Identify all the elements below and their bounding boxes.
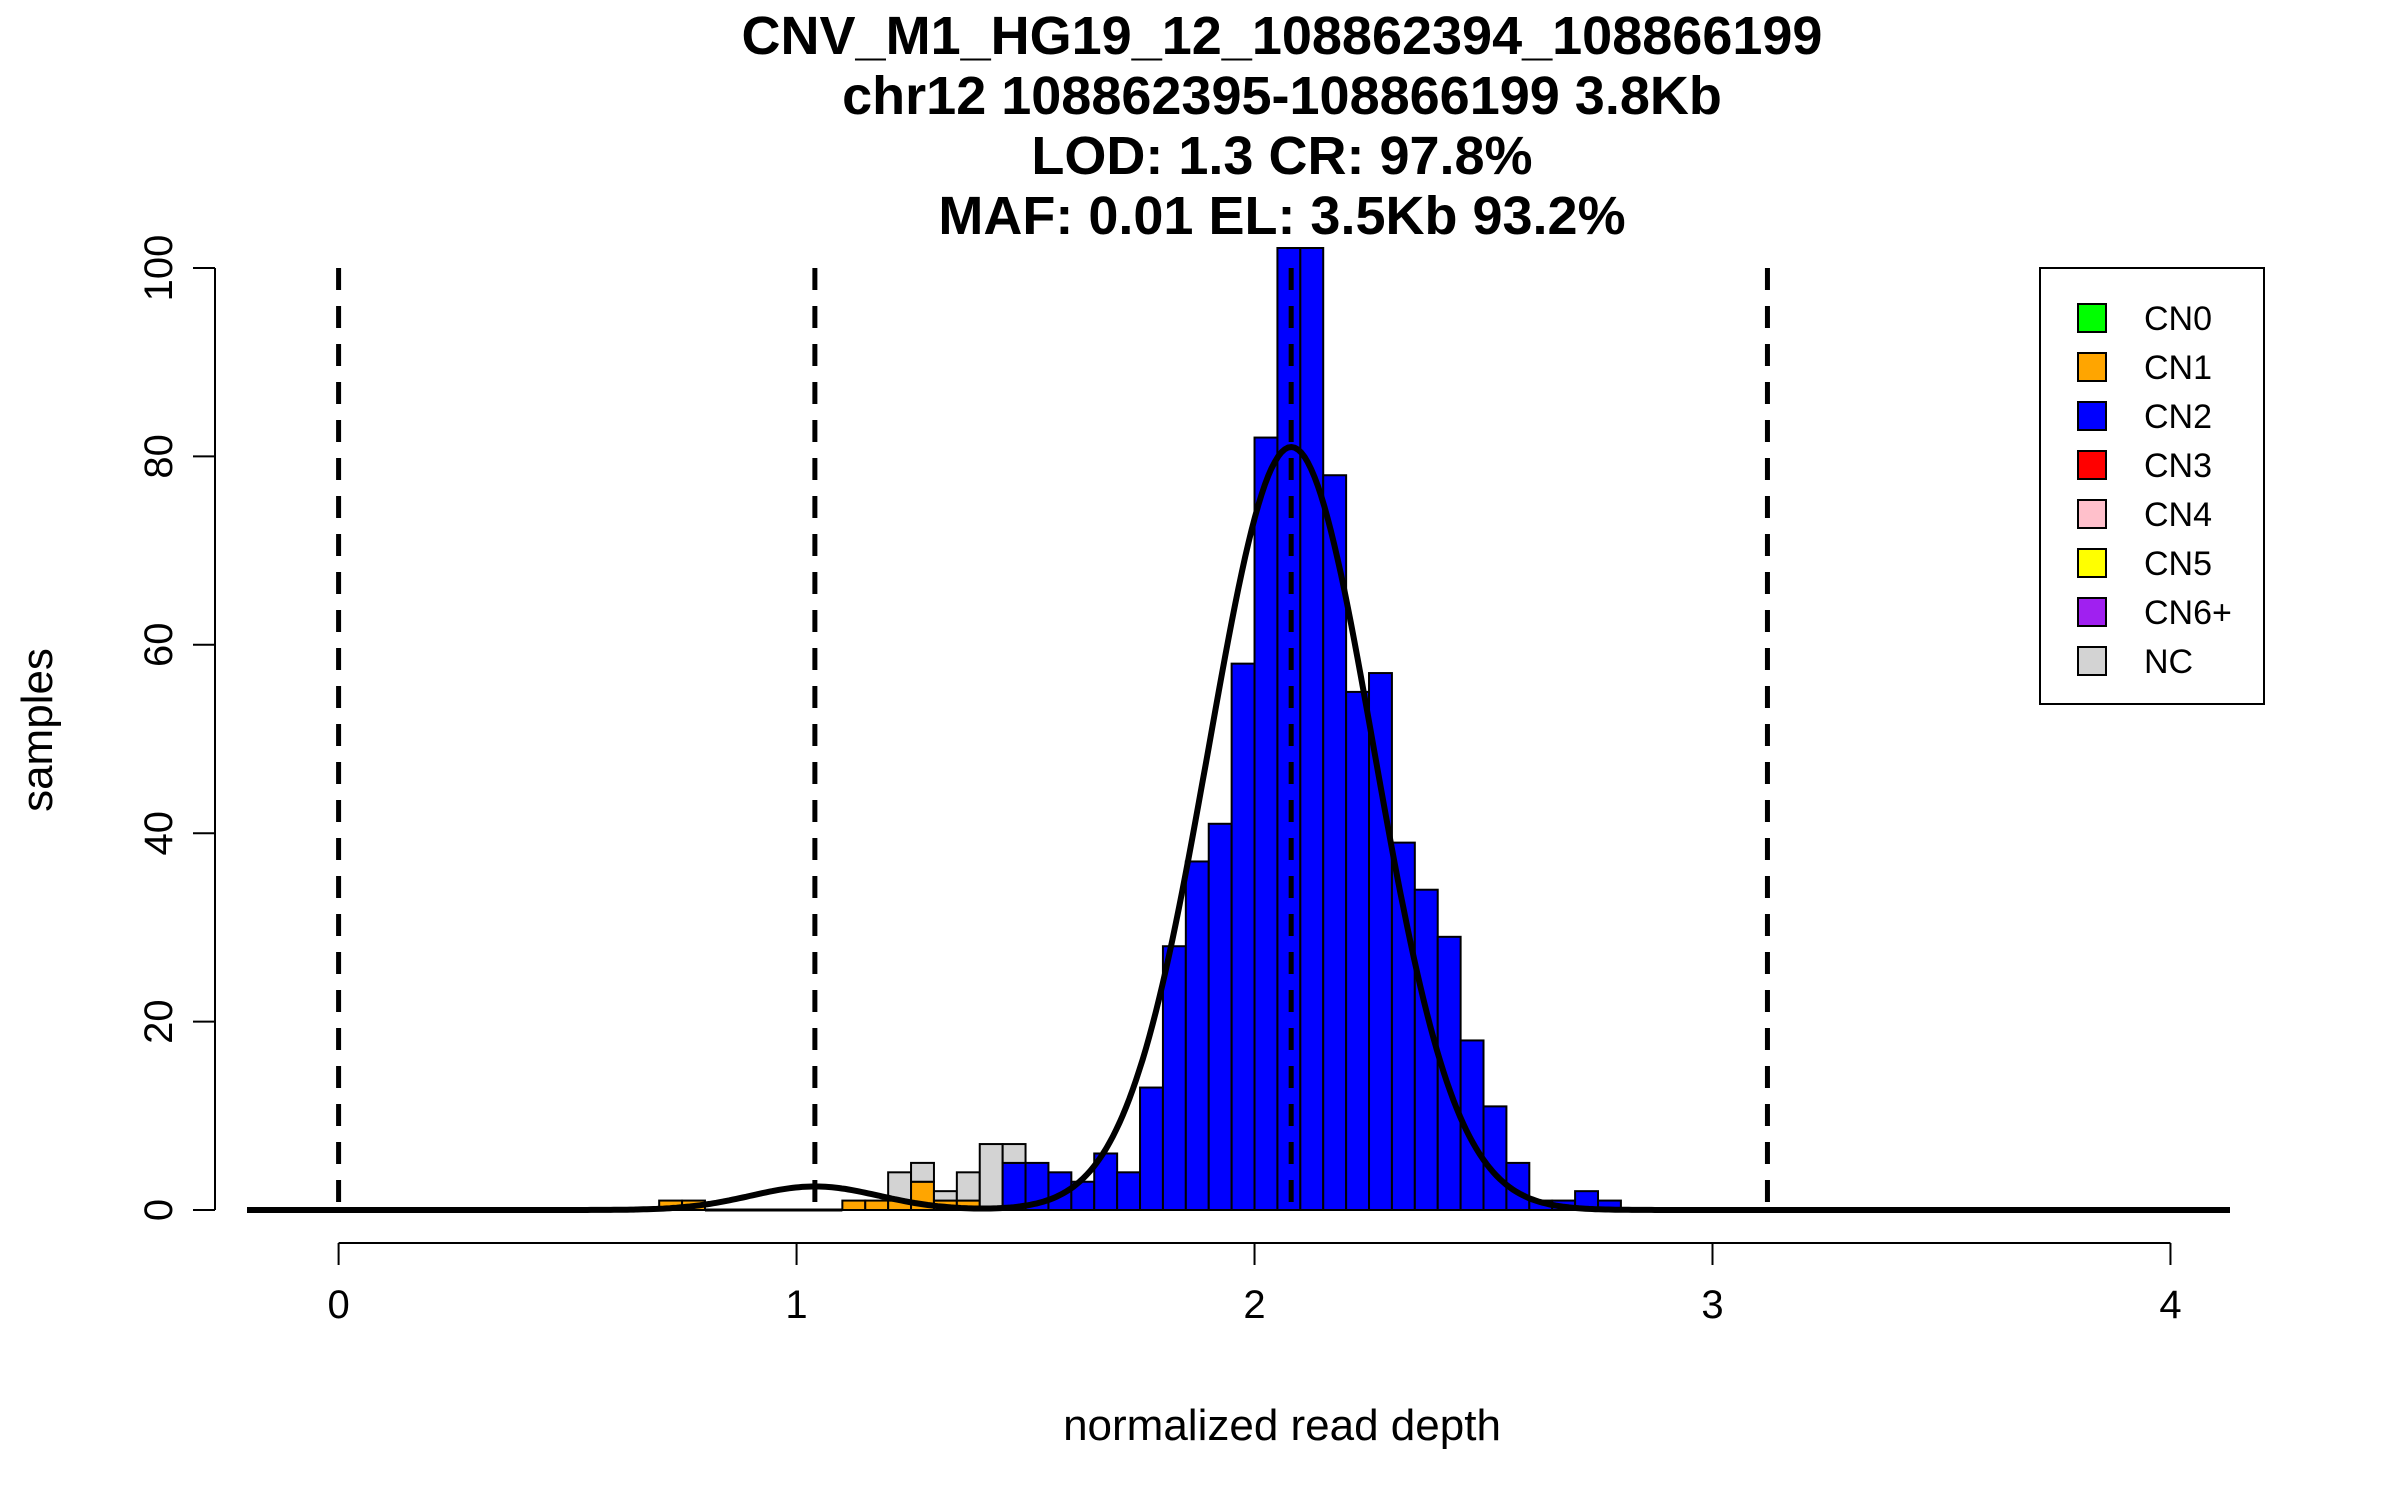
x-tick-label-3: 3	[1701, 1283, 1723, 1327]
legend-label-cn1: CN1	[2144, 349, 2212, 387]
bar-cn2-16	[1161, 945, 1187, 1211]
legend-swatch-cn5	[2077, 548, 2107, 578]
density-curve	[247, 443, 2230, 1213]
y-tick-label-0: 0	[137, 1199, 181, 1221]
title-line-2: chr12 108862395-108866199 3.8Kb	[842, 66, 1722, 126]
title-line-1: CNV_M1_HG19_12_108862394_108866199	[742, 6, 1823, 66]
density-curve-group	[247, 443, 2230, 1213]
legend-label-cn5: CN5	[2144, 545, 2212, 583]
histogram-bars	[247, 247, 2230, 1212]
legend-swatch-cn4	[2077, 499, 2107, 529]
bar-cn2-19	[1230, 662, 1256, 1211]
legend-swatch-cn3	[2077, 450, 2107, 480]
bar-cn2-30	[1482, 1105, 1508, 1212]
y-axis-label: samples	[13, 648, 62, 812]
y-tick-label-3: 60	[137, 623, 181, 668]
copy-number-dashed-lines	[336, 268, 1770, 1210]
legend-box	[2039, 267, 2265, 705]
legend-swatch-nc	[2077, 646, 2107, 676]
x-tick-label-1: 1	[785, 1283, 807, 1327]
bar-cn2-24	[1345, 690, 1371, 1211]
bar-cn2-17	[1184, 860, 1210, 1212]
legend-swatch-cn6plus	[2077, 597, 2107, 627]
legend-label-cn4: CN4	[2144, 496, 2212, 534]
legend-label-cn6plus: CN6+	[2144, 594, 2232, 632]
x-tick-label-4: 4	[2159, 1283, 2181, 1327]
x-tick-label-2: 2	[1243, 1283, 1265, 1327]
legend: CN0 CN1 CN2 CN3 CN4 CN5 CN6+ NC	[2039, 267, 2265, 705]
bar-cn2-22	[1299, 247, 1325, 1211]
title-line-4: MAF: 0.01 EL: 3.5Kb 93.2%	[938, 186, 1625, 246]
y-tick-label-5: 100	[137, 235, 181, 302]
legend-swatch-cn0	[2077, 303, 2107, 333]
x-axis-label: normalized read depth	[1063, 1401, 1501, 1450]
y-tick-label-1: 20	[137, 999, 181, 1044]
bar-cn2-15	[1139, 1086, 1164, 1212]
bar-nc-9	[1001, 1143, 1027, 1164]
y-tick-label-2: 40	[137, 811, 181, 856]
legend-swatch-cn2	[2077, 401, 2107, 431]
bar-cn2-14	[1116, 1171, 1142, 1211]
legend-label-cn2: CN2	[2144, 398, 2212, 436]
bar-cn1-2	[841, 1199, 867, 1211]
bar-nc-7	[955, 1171, 981, 1202]
bar-cn2-18	[1207, 822, 1233, 1212]
legend-label-nc: NC	[2144, 643, 2193, 681]
title-line-3: LOD: 1.3 CR: 97.8%	[1031, 126, 1532, 186]
chart-title: CNV_M1_HG19_12_108862394_108866199 chr12…	[742, 6, 1823, 246]
x-tick-label-0: 0	[327, 1283, 349, 1327]
legend-swatch-cn1	[2077, 352, 2107, 382]
y-tick-label-4: 80	[137, 434, 181, 479]
bar-cn2-9	[1001, 1161, 1027, 1212]
legend-label-cn0: CN0	[2144, 300, 2212, 338]
bar-cn1-3	[864, 1199, 890, 1211]
bar-nc-5	[910, 1161, 935, 1183]
bar-nc-6	[932, 1190, 958, 1202]
legend-label-cn3: CN3	[2144, 447, 2212, 485]
bar-cn2-20	[1253, 436, 1279, 1211]
bar-nc-8	[978, 1143, 1004, 1212]
